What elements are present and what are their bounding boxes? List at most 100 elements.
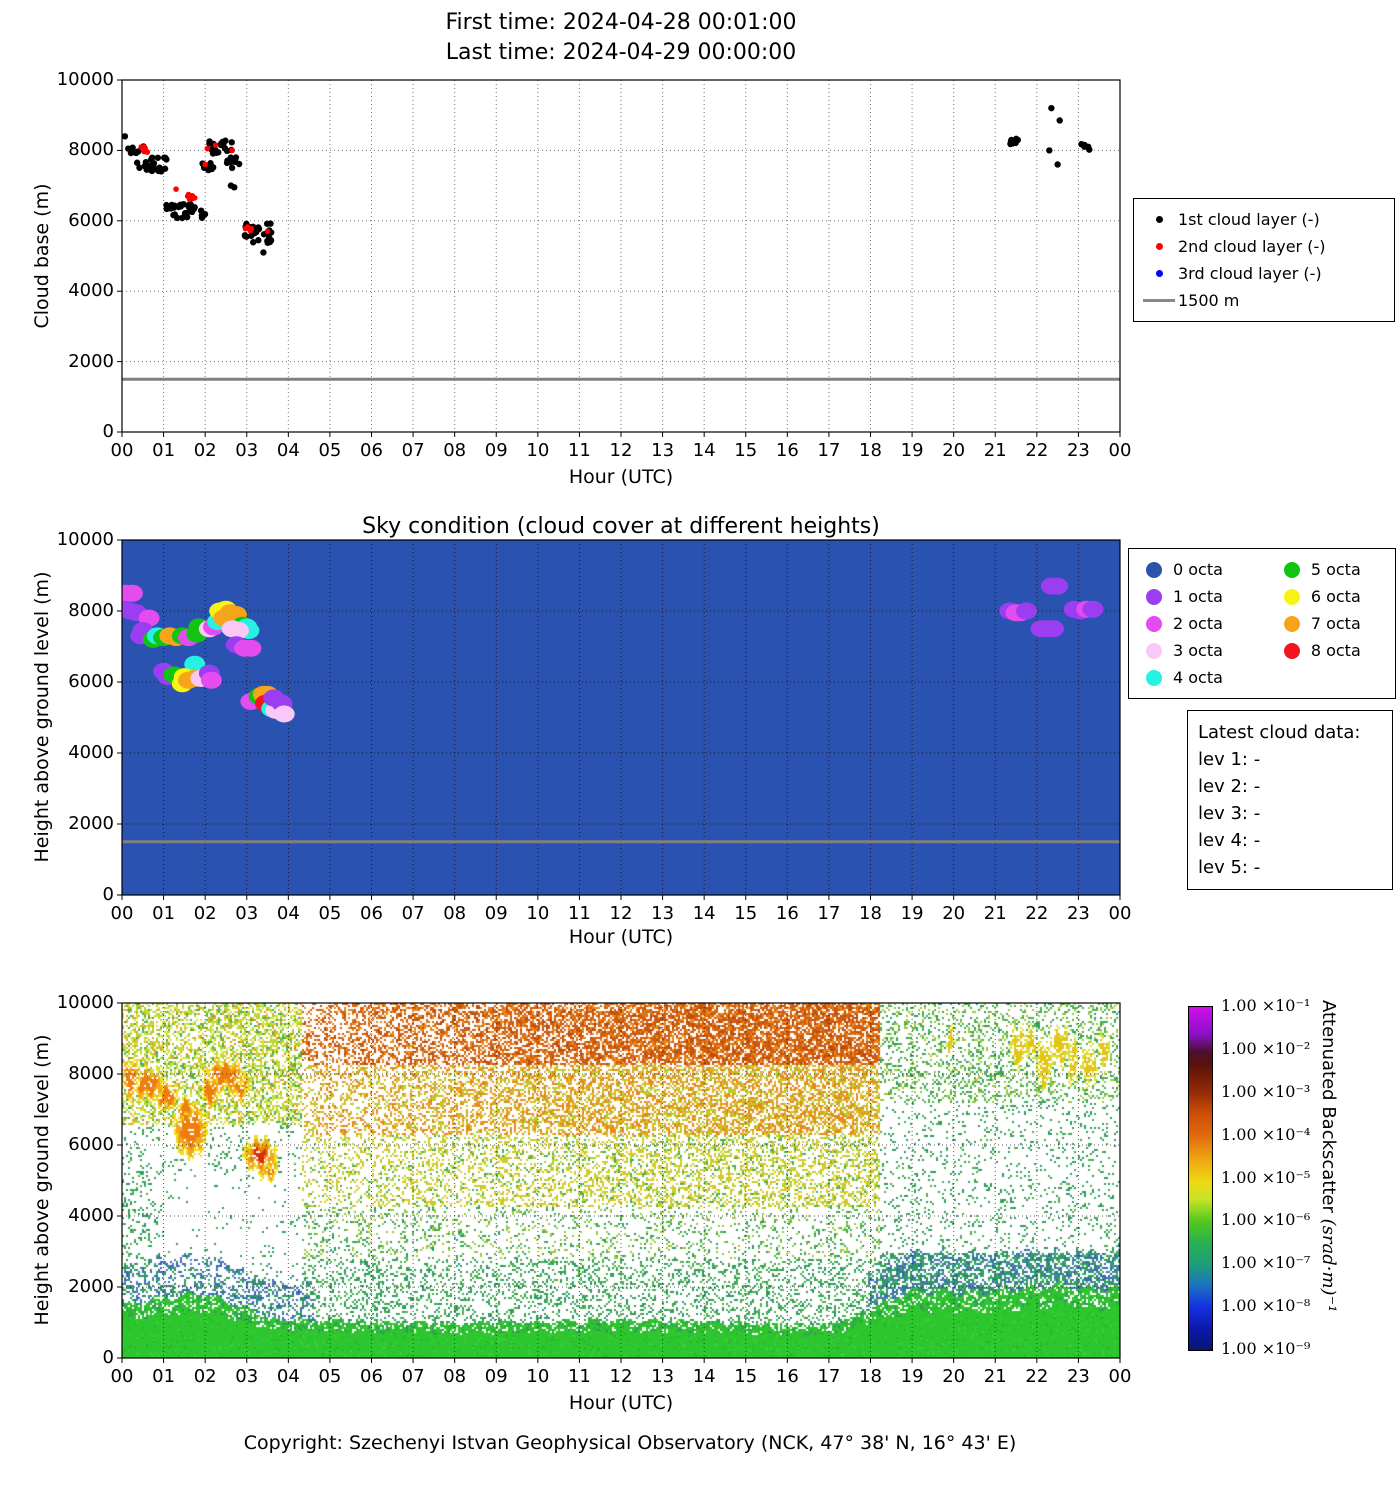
cloud-base-point: [147, 166, 155, 174]
octa-legend-label: 7 octa: [1310, 614, 1361, 633]
octa-legend-label: 3 octa: [1173, 641, 1223, 660]
x-tick-label: 06: [360, 1366, 383, 1387]
cloud-base-point: [212, 142, 219, 148]
octa-legend-item: 2 octa: [1135, 610, 1273, 637]
cloud-base-point: [228, 164, 236, 172]
x-tick-label: 09: [484, 1366, 508, 1387]
octa-point: [1082, 600, 1104, 618]
latest-cloud-data-box: Latest cloud data: lev 1: - lev 2: - lev…: [1187, 710, 1393, 890]
cloud-base-point: [231, 184, 238, 191]
cloud-base-point: [267, 220, 274, 227]
octa-legend: 0 octa 1 octa 2 octa 3 octa 4 octa 5 octa 6 oc…: [1128, 548, 1396, 699]
x-tick-label: 09: [484, 903, 508, 924]
colorbar: [1188, 1006, 1213, 1351]
cloud-base-point: [144, 149, 151, 155]
octa-legend-column: 0 octa 1 octa 2 octa 3 octa 4 octa: [1135, 556, 1273, 691]
x-tick-label: 00: [1108, 1366, 1132, 1387]
x-tick-label: 21: [983, 1366, 1007, 1387]
y-tick-label: 8000: [68, 139, 114, 161]
cloud-base-point: [173, 214, 181, 222]
cloud-base-point: [1085, 143, 1092, 150]
x-tick-label: 11: [567, 1366, 591, 1387]
y-tick-label: 0: [102, 1347, 114, 1368]
x-tick-label: 07: [401, 1366, 425, 1387]
x-tick-label: 21: [983, 440, 1007, 461]
x-tick-label: 00: [110, 1366, 134, 1387]
x-tick-label: 14: [692, 440, 716, 461]
colorbar-tick-label: 1.00 ×10⁻²: [1221, 1038, 1311, 1058]
cloud-base-point: [1078, 140, 1085, 148]
x-tick-label: 23: [1066, 440, 1090, 461]
octa-legend-label: 6 octa: [1310, 587, 1361, 606]
cloud-base-point: [232, 154, 240, 161]
x-tick-label: 07: [401, 903, 425, 924]
panel2-x-axis-label: Hour (UTC): [568, 926, 674, 948]
x-tick-label: 17: [817, 1366, 841, 1387]
x-tick-label: 22: [1025, 440, 1049, 461]
x-tick-label: 06: [360, 440, 383, 461]
legend1-item: 1500 m: [1140, 287, 1388, 314]
x-tick-label: 10: [526, 440, 550, 461]
x-tick-label: 05: [318, 440, 342, 461]
y-tick-label: 0: [102, 884, 114, 905]
octa-dot-icon: [1273, 642, 1311, 659]
octa-point: [1015, 602, 1037, 620]
x-tick-label: 16: [775, 440, 799, 461]
x-tick-label: 04: [276, 903, 300, 924]
cloud-base-point: [1054, 161, 1061, 168]
x-tick-label: 22: [1025, 1366, 1049, 1387]
x-tick-label: 23: [1066, 903, 1090, 924]
octa-legend-item: 0 octa: [1135, 556, 1273, 583]
legend1-item: 2nd cloud layer (-): [1140, 233, 1388, 260]
x-tick-label: 13: [651, 903, 675, 924]
octa-dot-icon: [1135, 669, 1173, 686]
x-tick-label: 05: [318, 903, 342, 924]
cloud-base-point: [170, 204, 178, 211]
cloud-layer-dot-icon: [1140, 243, 1178, 250]
x-tick-label: 15: [734, 1366, 758, 1387]
x-tick-label: 21: [983, 903, 1007, 924]
panel2-title: Sky condition (cloud cover at different …: [362, 514, 880, 539]
cloud-base-point: [208, 165, 216, 173]
latest-cloud-lev2: lev 2: -: [1198, 776, 1261, 797]
x-tick-label: 10: [526, 1366, 550, 1387]
cloud-base-point: [142, 145, 148, 151]
octa-dot-icon: [1273, 615, 1311, 632]
cloud-base-point: [154, 154, 162, 161]
y-tick-label: 10000: [56, 529, 114, 550]
panel1-x-axis-label: Hour (UTC): [568, 466, 674, 488]
cloud-base-point: [207, 160, 214, 167]
cloud-layer-dot-icon: [1140, 270, 1178, 277]
backscatter-heatmap-canvas: [122, 1003, 1120, 1358]
cloud-base-point: [198, 212, 206, 219]
cloud-base-point: [136, 164, 143, 171]
octa-legend-label: 8 octa: [1310, 641, 1361, 660]
title-last-time: Last time: 2024-04-29 00:00:00: [445, 40, 797, 65]
legend1-item: 3rd cloud layer (-): [1140, 260, 1388, 287]
cloud-base-point: [156, 164, 163, 171]
x-tick-label: 09: [484, 440, 508, 461]
x-tick-label: 20: [942, 1366, 966, 1387]
x-tick-label: 05: [318, 1366, 342, 1387]
x-tick-label: 19: [900, 1366, 924, 1387]
latest-cloud-lev5: lev 5: -: [1198, 857, 1261, 878]
x-tick-label: 18: [859, 903, 882, 924]
x-tick-label: 08: [443, 440, 467, 461]
octa-legend-column: 5 octa 6 octa 7 octa 8 octa: [1273, 556, 1389, 691]
y-tick-label: 10000: [56, 992, 114, 1013]
colorbar-tick-label: 1.00 ×10⁻⁶: [1221, 1210, 1311, 1230]
cloud-base-point: [1056, 117, 1063, 124]
x-tick-label: 03: [235, 903, 259, 924]
x-tick-label: 02: [193, 440, 217, 461]
x-tick-label: 00: [1108, 903, 1132, 924]
octa-legend-label: 5 octa: [1310, 560, 1361, 579]
x-tick-label: 03: [235, 1366, 259, 1387]
octa-legend-item: 3 octa: [1135, 637, 1273, 664]
x-tick-label: 11: [567, 440, 591, 461]
x-tick-label: 19: [900, 903, 924, 924]
reference-line-swatch: [1140, 299, 1178, 302]
x-tick-label: 20: [942, 903, 966, 924]
cloud-base-point: [255, 224, 262, 231]
x-tick-label: 04: [276, 440, 300, 461]
cloud-base-point: [202, 161, 208, 168]
